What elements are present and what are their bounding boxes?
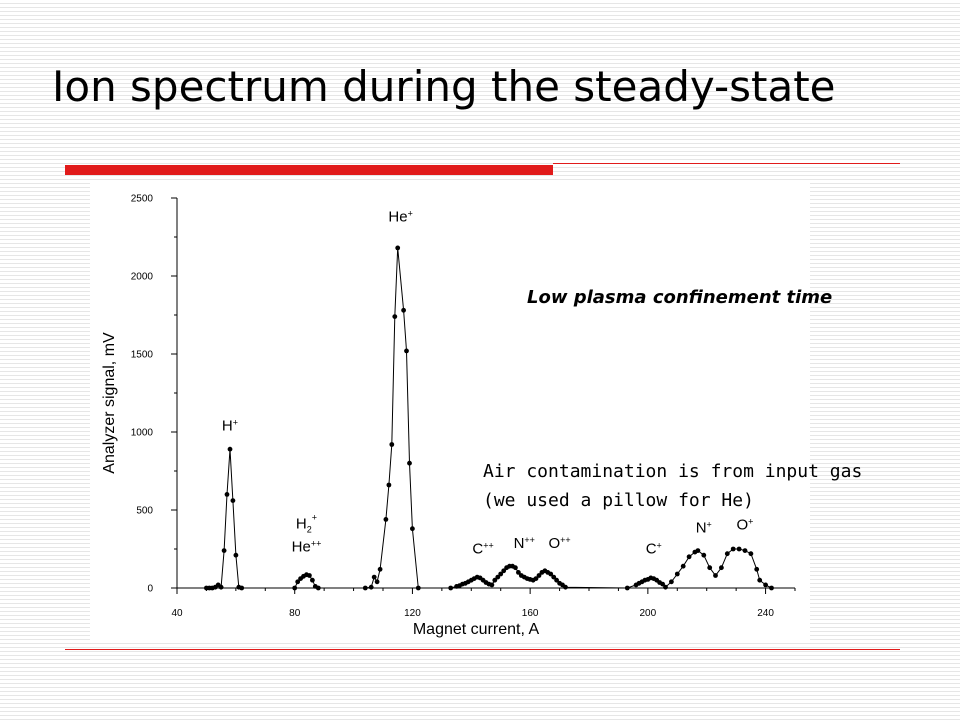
data-point [669,579,674,585]
data-point [307,573,312,578]
bottom-divider [65,649,900,650]
data-point [536,573,542,578]
data-point [686,554,692,560]
y-tick-label: 2500 [131,194,154,205]
y-tick-label: 0 [147,584,153,595]
peak-label: O++ [548,535,570,552]
data-point [730,546,736,552]
x-axis-label: Magnet current, A [413,621,540,638]
x-tick-label: 40 [171,608,183,619]
data-point [719,565,724,571]
data-point [362,585,368,591]
data-point [410,526,415,532]
data-point [533,576,539,581]
data-point [377,566,383,572]
data-point [663,584,668,590]
data-point [368,584,374,590]
data-point [386,482,392,488]
data-point [624,585,630,591]
data-point [757,577,763,583]
peak-label: O+ [737,517,754,534]
data-point [374,579,380,585]
data-point [492,577,498,583]
data-point [501,568,507,574]
title-accent-bar [65,165,553,175]
ion-spectrum-chart: 0 500 1000 1500 2000 2500 40 80 120 160 200 240 Magn… [101,194,796,638]
y-tick-label: 2000 [131,272,154,283]
data-point [563,584,568,590]
y-tick-label: 1500 [131,350,154,361]
data-point [310,577,315,583]
data-point [516,570,521,575]
data-point [371,574,377,580]
chart-area: 0 500 1000 1500 2000 2500 40 80 120 160 200 240 Magn… [90,180,810,640]
confinement-note: Low plasma confinement time [527,287,833,308]
data-point [315,585,321,591]
data-point [230,498,236,503]
data-point [239,585,245,591]
data-point [724,551,730,557]
peak-label: C++ [472,541,493,558]
data-point [227,446,233,452]
peak-label: H2+ [296,513,317,535]
data-point [221,548,227,553]
data-point [554,577,559,583]
data-point [695,548,701,553]
air-note-line-1: Air contamination is from input gas [483,461,863,482]
data-point [495,574,501,580]
y-tick-label: 1000 [131,428,154,439]
data-point [218,584,224,590]
data-point [660,581,665,587]
peak-label: N+ [696,520,712,537]
x-tick-label: 80 [289,608,301,619]
data-point [674,571,680,577]
peak-label: N++ [514,535,535,552]
data-point [513,565,518,571]
data-point [295,579,301,585]
air-contamination-note: Air contamination is from input gas (we … [483,457,862,515]
x-tick-label: 160 [522,608,539,619]
data-point [742,548,748,553]
data-point [224,492,230,497]
data-point [748,551,754,557]
x-tick-label: 200 [640,608,657,619]
data-point [292,585,298,591]
data-point [389,442,395,447]
air-note-line-2: (we used a pillow for He) [483,490,754,511]
data-point [769,585,774,591]
data-point [392,314,398,319]
data-point [707,565,713,571]
x-tick-label: 240 [757,608,774,619]
data-point [763,582,768,588]
data-point [548,571,554,577]
data-point [233,552,239,558]
slide-title: Ion spectrum during the steady-state [52,62,836,111]
y-tick-label: 500 [136,506,153,517]
title-accent-line [553,163,900,164]
data-point [713,573,718,578]
data-point [551,574,557,580]
data-point [701,552,707,558]
peak-label: He+ [388,208,412,225]
x-tick-label: 120 [404,608,421,619]
data-point [407,460,412,466]
data-point [754,566,760,572]
data-point [680,563,686,569]
peak-label: H+ [222,417,238,434]
data-point [448,585,454,591]
data-point [383,517,389,522]
data-point [415,585,421,591]
y-axis-label: Analyzer signal, mV [101,332,118,474]
data-point [401,307,406,313]
data-point [489,582,495,588]
data-point [395,245,401,251]
data-point [736,546,742,552]
data-point [404,348,409,354]
peak-label: C+ [646,541,662,558]
peak-label: He++ [292,538,322,555]
data-point [498,571,504,577]
